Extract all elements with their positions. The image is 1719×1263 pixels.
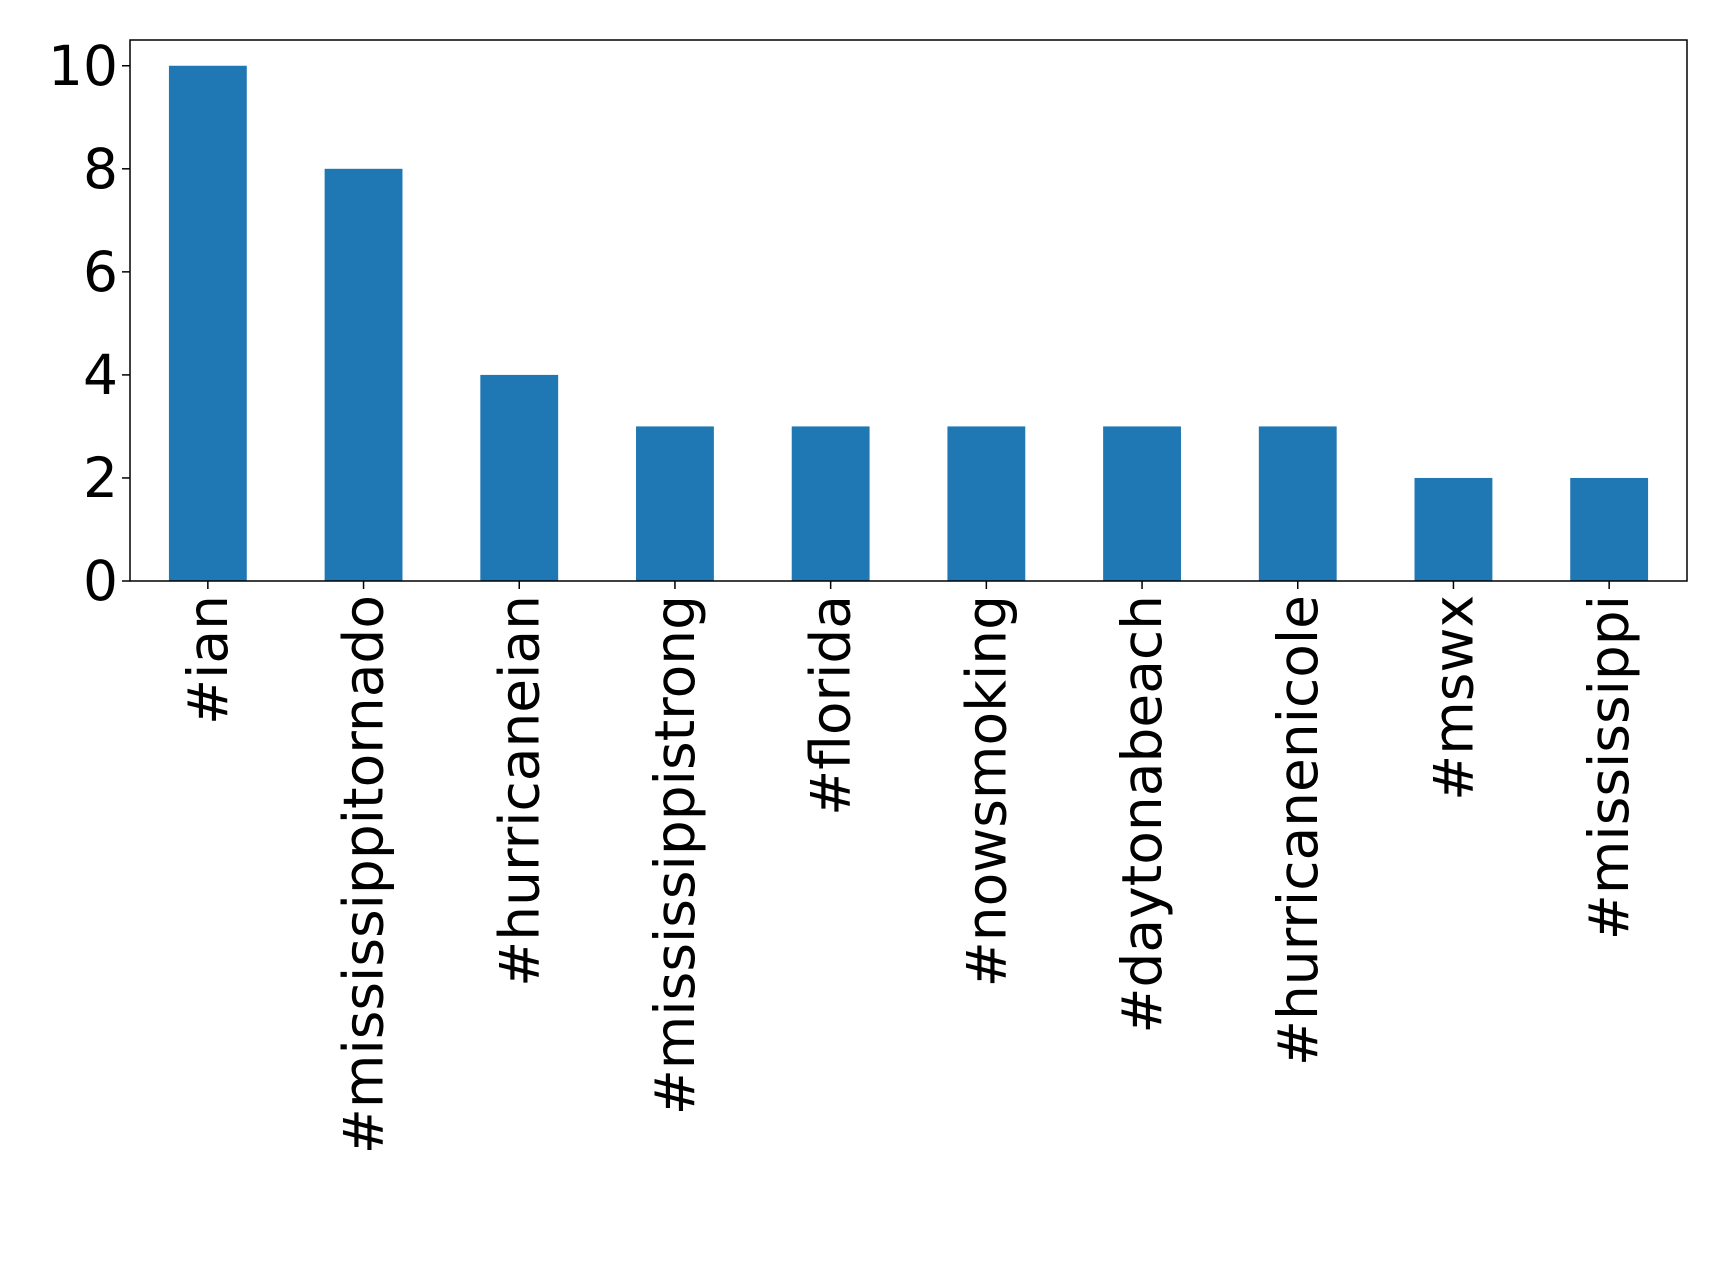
x-tick-label: #mississippistrong bbox=[643, 595, 707, 1115]
bar bbox=[1258, 426, 1337, 581]
x-tick-label: #daytonabeach bbox=[1110, 595, 1174, 1034]
x-tick-label: #hurricaneian bbox=[487, 595, 551, 987]
y-tick-label: 6 bbox=[83, 240, 118, 304]
bar bbox=[1103, 426, 1181, 581]
bar bbox=[480, 374, 559, 581]
bar bbox=[168, 65, 247, 581]
bar bbox=[947, 426, 1026, 581]
x-tick-label: #mississippi bbox=[1577, 595, 1641, 940]
bar bbox=[324, 168, 403, 582]
y-tick-label: 2 bbox=[83, 446, 118, 510]
y-tick-label: 8 bbox=[83, 137, 118, 201]
bar bbox=[791, 426, 870, 581]
y-tick-label: 4 bbox=[83, 343, 118, 407]
plot-frame bbox=[129, 39, 1688, 582]
bar bbox=[1414, 477, 1493, 581]
bar bbox=[636, 426, 714, 581]
x-tick-label: #mississippitornado bbox=[332, 595, 396, 1154]
y-tick-label: 10 bbox=[48, 34, 118, 98]
x-tick-label: #nowsmoking bbox=[954, 595, 1018, 987]
y-tick-label: 0 bbox=[83, 549, 118, 613]
x-tick-label: #hurricanenicole bbox=[1266, 595, 1330, 1066]
bar bbox=[1570, 477, 1649, 581]
x-tick-label: #ian bbox=[176, 595, 240, 725]
x-tick-label: #florida bbox=[799, 595, 863, 816]
x-tick-label: #mswx bbox=[1421, 595, 1485, 801]
